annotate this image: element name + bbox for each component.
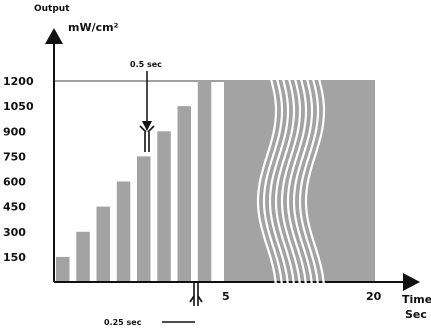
ramp-bar — [157, 131, 171, 283]
ramp-bar — [96, 206, 110, 282]
ramp-bar — [177, 106, 191, 282]
break-wave-line — [274, 65, 296, 299]
break-wave-line — [304, 65, 326, 299]
x-tick-5: 5 — [222, 290, 230, 303]
step-duration-bracket — [139, 125, 155, 152]
y-tick-label: 300 — [3, 226, 26, 239]
y-axis-label-line1: Output — [34, 4, 70, 14]
step-duration-arrowhead — [142, 121, 152, 131]
y-tick-label: 750 — [3, 150, 26, 163]
break-wave-line — [292, 65, 314, 299]
x-axis-label-line2: Sec — [405, 308, 427, 321]
y-tick-label: 600 — [3, 176, 26, 189]
y-tick-label: 1200 — [3, 75, 34, 88]
ramp-bar — [56, 256, 70, 282]
y-axis-arrow — [45, 28, 63, 44]
y-tick-label: 450 — [3, 201, 26, 214]
y-ticks-group: 150 300 450 600 750 900 1050 1200 — [3, 75, 34, 264]
x-axis-arrow — [403, 273, 420, 291]
y-tick-label: 900 — [3, 125, 26, 138]
step-duration-label: 0.5 sec — [130, 60, 162, 69]
gap-duration-label: 0.25 sec — [104, 318, 142, 327]
break-wave-line — [298, 65, 320, 299]
break-wave-line — [262, 65, 284, 299]
y-tick-label: 150 — [3, 251, 26, 264]
axis-break-lines — [256, 65, 326, 299]
y-tick-label: 1050 — [3, 100, 34, 113]
break-wave-line — [280, 65, 302, 299]
ramp-bar — [197, 81, 212, 282]
gap-duration-bracket — [189, 282, 203, 306]
break-wave-line — [286, 65, 308, 299]
ramp-bar — [137, 156, 151, 282]
x-axis-label-line1: Time — [402, 293, 431, 306]
x-tick-20: 20 — [366, 290, 382, 303]
bars-group — [56, 81, 375, 283]
break-wave-line — [268, 65, 290, 299]
y-axis-label-line2: mW/cm² — [68, 21, 119, 34]
ramp-bar — [116, 181, 131, 282]
break-wave-line — [256, 65, 278, 299]
ramp-bar — [76, 231, 90, 283]
